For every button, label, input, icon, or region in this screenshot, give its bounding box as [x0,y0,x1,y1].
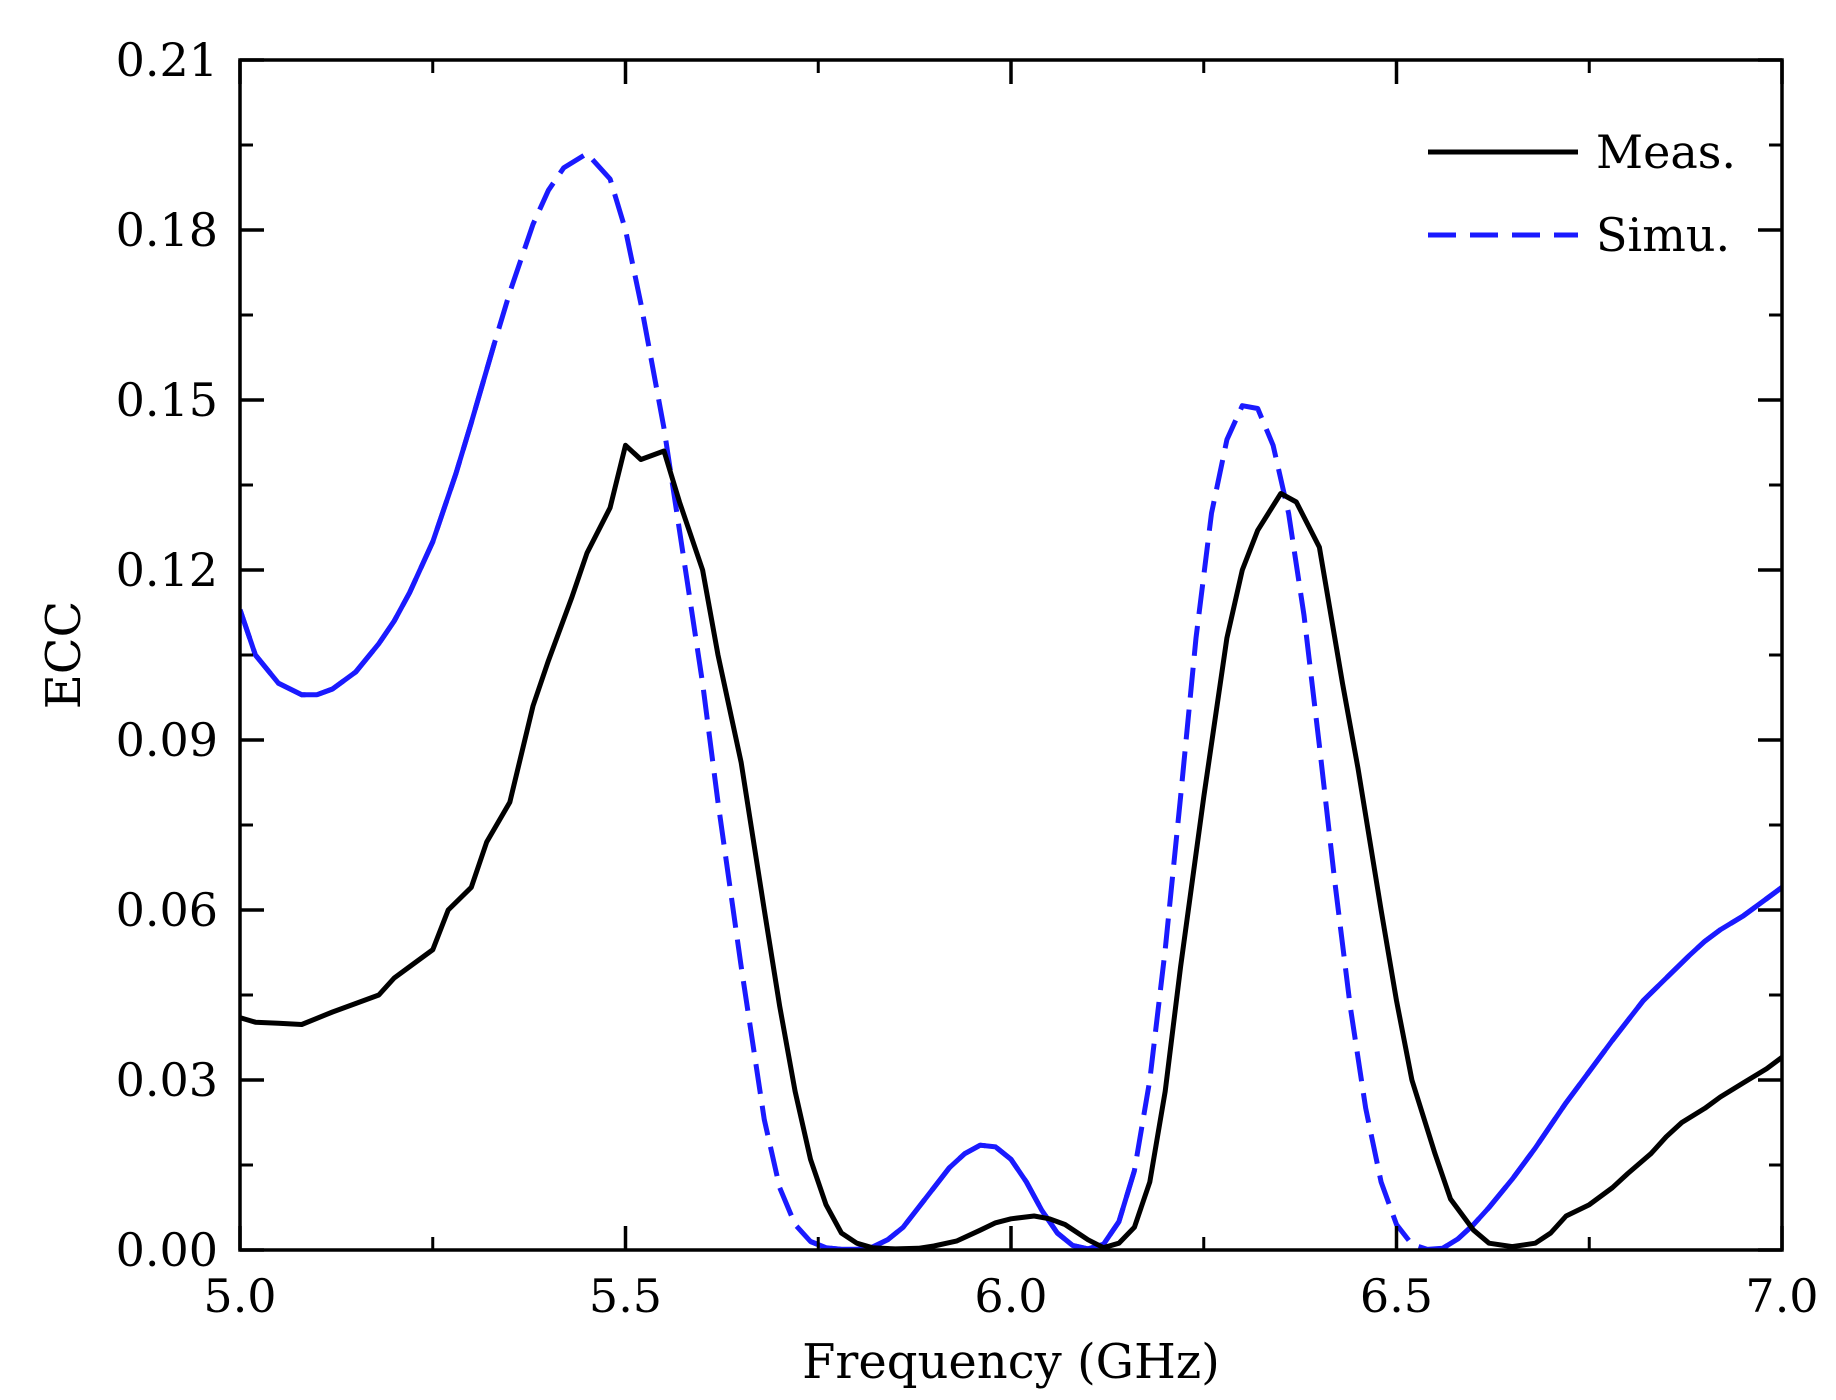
x-axis-title: Frequency (GHz) [802,1334,1220,1390]
y-tick-label: 0.18 [116,203,218,257]
series-solid-segment [1441,885,1782,1250]
y-tick-label: 0.09 [116,713,218,767]
y-tick-label: 0.12 [116,543,218,597]
x-tick-label: 5.0 [203,1269,276,1323]
x-tick-label: 6.0 [974,1269,1047,1323]
legend-label-simu: Simu. [1596,208,1730,262]
y-tick-label: 0.06 [116,883,218,937]
series-line-meas [240,442,1782,1250]
y-tick-label: 0.00 [116,1223,218,1277]
y-axis-title: ECC [36,601,92,710]
y-tick-label: 0.21 [116,33,218,87]
x-tick-label: 7.0 [1745,1269,1818,1323]
series-solid-segment [240,342,497,698]
y-tick-label: 0.15 [116,373,218,427]
plot-frame [238,58,1784,1252]
legend-label-meas: Meas. [1596,125,1736,179]
y-tick-label: 0.03 [116,1053,218,1107]
series-line-simu [240,151,1782,1250]
legend: Meas. Simu. [1428,125,1736,262]
x-tick-label: 5.5 [589,1269,662,1323]
x-tick-label: 6.5 [1360,1269,1433,1323]
